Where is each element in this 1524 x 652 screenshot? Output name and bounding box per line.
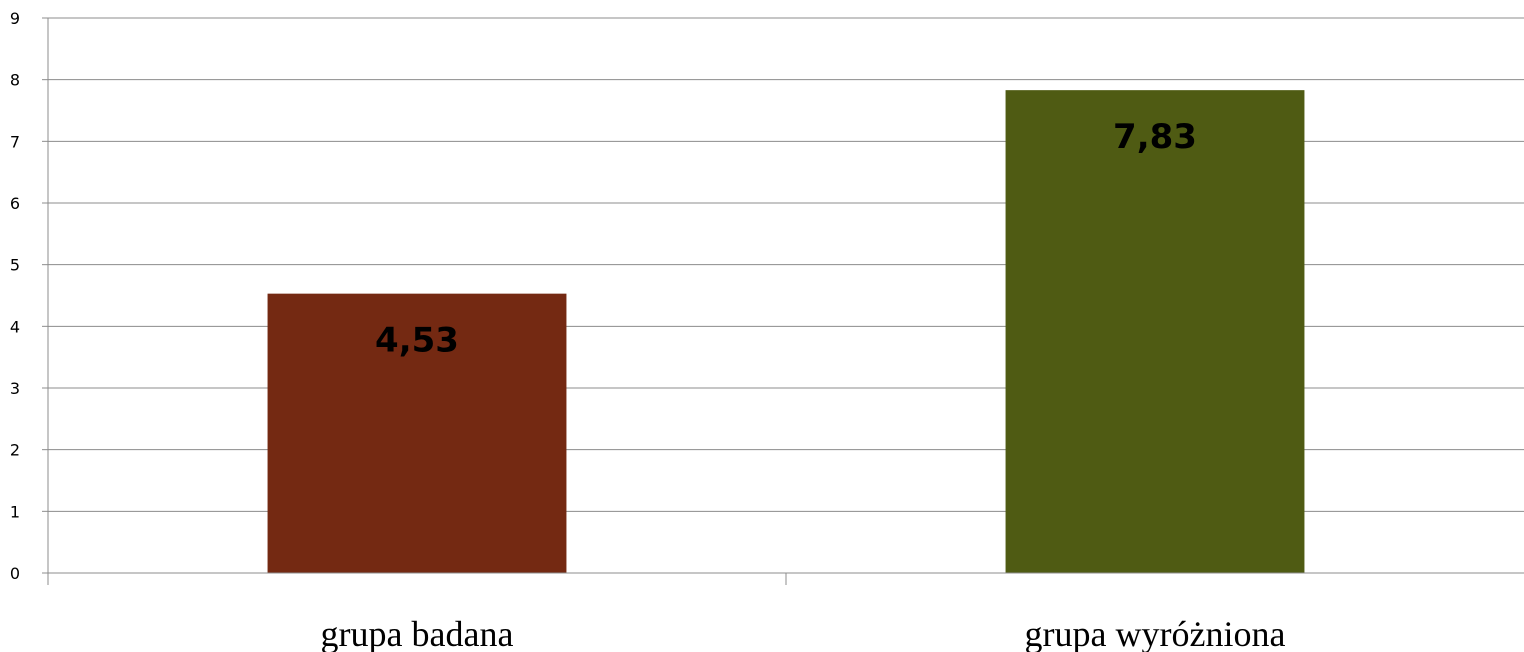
bar-1: [267, 293, 567, 573]
bars: [267, 90, 1305, 574]
y-tick-label: 5: [10, 256, 20, 275]
y-tick-label: 6: [10, 194, 20, 213]
y-tick-label: 8: [10, 71, 20, 90]
labels: 0 1 2 3 4 5 6 7 8 9 4,53 grupa badana 7,83 grupa wyró…: [10, 9, 1286, 652]
x-category-label: grupa wyróżniona: [1025, 614, 1286, 652]
y-tick-label: 9: [10, 9, 20, 28]
y-tick-label: 7: [10, 132, 20, 151]
y-tick-label: 1: [10, 502, 20, 521]
axes: [42, 17, 1524, 585]
bar-2: [1005, 90, 1305, 574]
y-tick-label: 2: [10, 441, 20, 460]
x-category-label: grupa badana: [321, 614, 514, 652]
data-label: 7,83: [1113, 117, 1197, 157]
y-tick-label: 4: [10, 317, 20, 336]
data-label: 4,53: [375, 321, 459, 361]
y-tick-label: 3: [10, 379, 20, 398]
y-tick-label: 0: [10, 564, 20, 583]
